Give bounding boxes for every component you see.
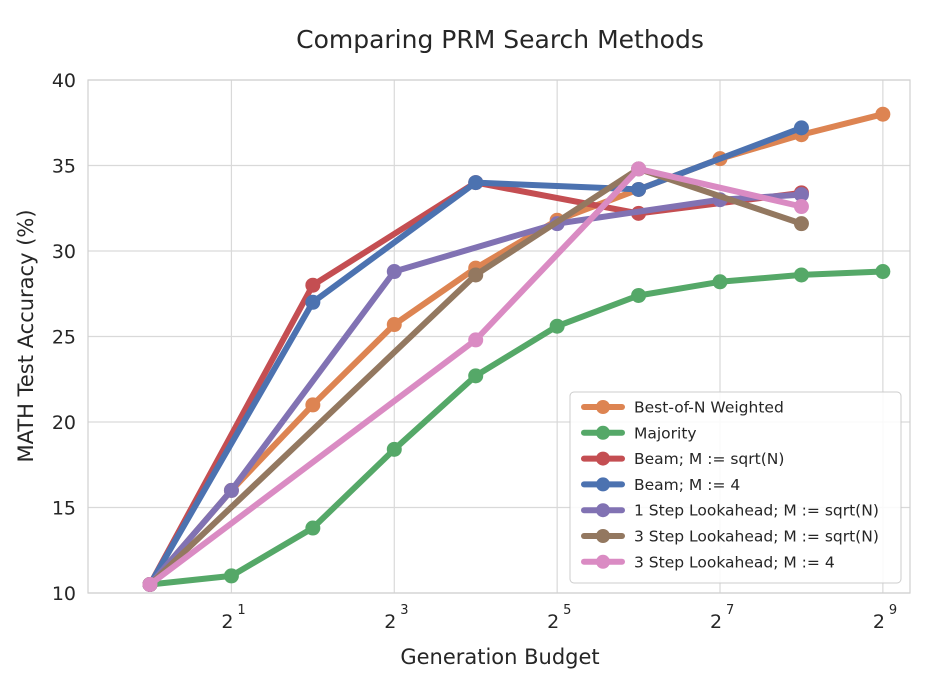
data-point (793, 199, 809, 215)
y-axis-ticks: 10 15 20 25 30 35 40 (52, 70, 76, 605)
series-line (147, 111, 886, 588)
data-point (875, 106, 891, 122)
legend-swatch-marker (596, 425, 610, 440)
data-point (468, 368, 484, 384)
x-tick-exponent: 1 (237, 603, 245, 618)
series-layer (142, 106, 891, 592)
legend-swatch-marker (596, 400, 610, 414)
legend-swatch-marker (596, 503, 610, 518)
data-point (468, 332, 484, 348)
data-point (386, 317, 402, 333)
legend-entry: Beam; M := 4 (581, 476, 740, 494)
y-tick-label: 20 (52, 412, 76, 434)
x-tick-exponent: 5 (563, 603, 571, 618)
plot-frame (87, 79, 911, 594)
y-tick-label: 10 (52, 583, 76, 605)
x-axis-label: Generation Budget (400, 645, 599, 669)
data-point (468, 175, 484, 191)
data-point (305, 397, 321, 413)
legend-swatch-marker (596, 477, 610, 492)
legend-entry: 3 Step Lookahead; M := 4 (581, 553, 835, 571)
data-point (223, 568, 239, 584)
legend-entry: Best-of-N Weighted (581, 399, 784, 417)
data-point (631, 161, 647, 177)
x-tick-label: 2 (873, 611, 885, 633)
x-tick-exponent: 3 (400, 603, 408, 618)
x-tick-label: 2 (384, 611, 396, 633)
series-line (147, 268, 886, 588)
series-line (147, 165, 805, 588)
legend-entry: 1 Step Lookahead; M := sqrt(N) (581, 502, 879, 520)
data-point (631, 287, 647, 303)
data-point (631, 181, 647, 197)
legend-box (569, 391, 902, 584)
legend-entry: Beam; M := sqrt(N) (581, 450, 784, 468)
x-tick-exponent: 7 (726, 603, 734, 618)
x-tick-label: 2 (221, 611, 233, 633)
data-point (468, 267, 484, 283)
x-tick-label: 2 (547, 611, 559, 633)
legend-swatch-marker (596, 451, 610, 466)
legend-entry: Majority (581, 424, 697, 442)
legend-swatch-marker (596, 529, 610, 543)
legend-label: Best-of-N Weighted (634, 399, 784, 417)
legend-swatch-marker (596, 554, 610, 569)
legend-label: Majority (634, 424, 697, 442)
data-point (142, 576, 158, 592)
legend-label: 3 Step Lookahead; M := 4 (634, 553, 835, 571)
y-tick-label: 40 (52, 70, 76, 92)
legend-label: 1 Step Lookahead; M := sqrt(N) (634, 502, 879, 520)
legend-label: Beam; M := sqrt(N) (634, 450, 784, 468)
data-point (793, 120, 809, 136)
data-point (793, 267, 809, 283)
y-tick-label: 15 (52, 498, 76, 520)
legend: Best-of-N Weighted Majority Beam; M := sqr… (569, 391, 902, 584)
y-axis-label: MATH Test Accuracy (%) (14, 209, 38, 462)
data-point (305, 520, 321, 536)
data-point (793, 216, 809, 232)
series-line (147, 165, 805, 588)
data-point (875, 264, 891, 280)
data-point (305, 294, 321, 310)
y-tick-label: 30 (52, 241, 76, 263)
data-point (305, 277, 321, 293)
x-tick-exponent: 9 (889, 603, 897, 618)
series-7 (142, 161, 809, 592)
legend-label: 3 Step Lookahead; M := sqrt(N) (634, 528, 879, 546)
y-tick-label: 25 (52, 327, 76, 349)
data-point (386, 264, 402, 280)
data-point (549, 318, 565, 334)
chart-title: Comparing PRM Search Methods (296, 25, 704, 54)
data-point (223, 482, 239, 498)
legend-label: Beam; M := 4 (634, 476, 740, 494)
x-tick-label: 2 (710, 611, 722, 633)
y-tick-label: 35 (52, 156, 76, 178)
legend-entry: 3 Step Lookahead; M := sqrt(N) (581, 528, 879, 546)
data-point (793, 187, 809, 203)
data-point (386, 441, 402, 457)
data-point (712, 274, 728, 290)
